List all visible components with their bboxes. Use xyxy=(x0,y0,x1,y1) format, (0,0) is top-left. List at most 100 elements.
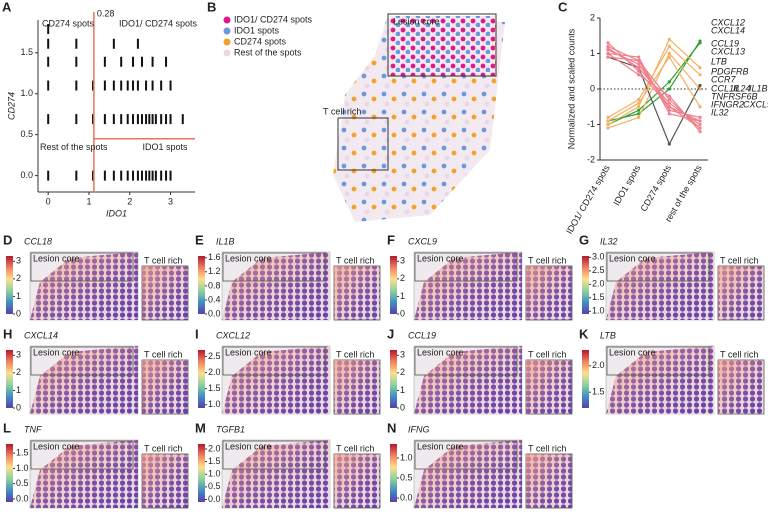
point xyxy=(667,105,671,109)
colorbar-tick-label: 2.0 xyxy=(208,443,221,453)
panel-letter: G xyxy=(579,232,589,247)
point xyxy=(667,51,671,56)
colorbar xyxy=(390,350,397,408)
region-box xyxy=(387,13,497,77)
colorbar-tick-label: 2 xyxy=(400,273,405,283)
colorbar xyxy=(198,444,205,502)
colorbar xyxy=(582,350,589,408)
colorbar-tick-label: 2.5 xyxy=(208,351,221,361)
legend-label: IDO1 spots xyxy=(234,25,280,35)
point xyxy=(667,87,671,91)
colorbar-tick-label: 1.0 xyxy=(208,469,221,479)
colorbar-tick-label: 0.5 xyxy=(208,481,221,491)
colorbar-tick-label: 0 xyxy=(16,308,21,318)
point xyxy=(698,126,702,130)
point xyxy=(75,80,78,91)
inset-overlay xyxy=(526,360,572,414)
inset-overlay xyxy=(526,454,572,508)
point xyxy=(140,114,143,125)
colorbar-tick-label: 0.5 xyxy=(400,472,413,482)
series-label: CXCL9 xyxy=(743,99,768,109)
colorbar-tick-label: 3 xyxy=(16,350,21,360)
point xyxy=(637,105,641,109)
point xyxy=(120,114,123,125)
legend-swatch xyxy=(223,16,231,24)
point xyxy=(637,59,641,63)
colorbar-tick-label: 1.5 xyxy=(208,456,221,466)
point xyxy=(47,80,50,91)
series-label: CXCL13 xyxy=(711,46,745,56)
y-tick-label: -1 xyxy=(587,119,595,129)
panel-letter: I xyxy=(195,326,199,341)
point xyxy=(667,44,671,49)
gene-name: CCL19 xyxy=(408,330,436,340)
legend-swatch xyxy=(223,49,231,57)
point xyxy=(120,56,123,67)
point xyxy=(667,80,671,84)
panel-letter: A xyxy=(2,0,12,14)
point xyxy=(120,170,123,181)
colorbar xyxy=(198,256,205,314)
inset-overlay xyxy=(142,266,188,320)
region-label: Lesion core xyxy=(609,347,656,357)
y-tick-label: 1.5 xyxy=(20,47,33,57)
point xyxy=(637,98,641,102)
point xyxy=(154,114,157,125)
colorbar-tick-label: 0.0 xyxy=(16,493,29,503)
series-label: CCL18 xyxy=(711,83,739,93)
colorbar-tick-label: 1 xyxy=(400,291,405,301)
point xyxy=(667,112,671,116)
point xyxy=(667,108,671,112)
point xyxy=(667,142,671,146)
inset-overlay xyxy=(334,360,380,414)
gene-name: LTB xyxy=(600,330,616,340)
colorbar-tick-label: 1.0 xyxy=(208,399,221,409)
point xyxy=(698,122,702,127)
series-line xyxy=(607,45,701,118)
region-label: T cell rich xyxy=(336,255,374,265)
point xyxy=(606,126,610,130)
point xyxy=(698,73,702,77)
annotation: IDO1 spots xyxy=(142,142,188,152)
series-label: IFNGR2 xyxy=(711,99,744,109)
point xyxy=(92,114,95,125)
panel-letter: E xyxy=(195,232,204,247)
point xyxy=(75,114,78,125)
point xyxy=(698,105,702,109)
tissue-overlay xyxy=(30,440,138,508)
inset-overlay xyxy=(526,266,572,320)
panel-letter: M xyxy=(195,420,206,435)
panel-letter: H xyxy=(3,326,12,341)
region-label: T cell rich xyxy=(528,349,566,359)
point xyxy=(151,114,154,125)
colorbar xyxy=(198,350,205,408)
panel-letter: D xyxy=(3,232,12,247)
region-label: Lesion core xyxy=(417,347,464,357)
series-label: IL24 xyxy=(733,83,751,93)
point xyxy=(140,56,143,67)
point xyxy=(160,80,163,91)
series-line xyxy=(607,42,701,129)
point xyxy=(606,41,610,45)
tissue-overlay xyxy=(414,440,522,508)
region-label: Lesion core xyxy=(393,16,440,26)
point xyxy=(47,114,50,125)
colorbar-tick-label: 1.5 xyxy=(16,448,29,458)
point xyxy=(112,38,115,49)
point xyxy=(606,122,610,127)
point xyxy=(136,38,139,49)
inset-overlay xyxy=(718,266,764,320)
point xyxy=(145,170,148,181)
region-box xyxy=(222,346,326,376)
gene-name: IL32 xyxy=(600,236,618,246)
region-label: Lesion core xyxy=(33,441,80,451)
point xyxy=(132,170,135,181)
region-label: T cell rich xyxy=(528,443,566,453)
inset-overlay xyxy=(334,266,380,320)
annotation: CD274 spots xyxy=(42,18,95,28)
region-label: Lesion core xyxy=(33,347,80,357)
point xyxy=(132,80,135,91)
region-label: T cell rich xyxy=(720,255,758,265)
colorbar xyxy=(6,256,13,314)
tissue-overlay xyxy=(30,346,138,414)
